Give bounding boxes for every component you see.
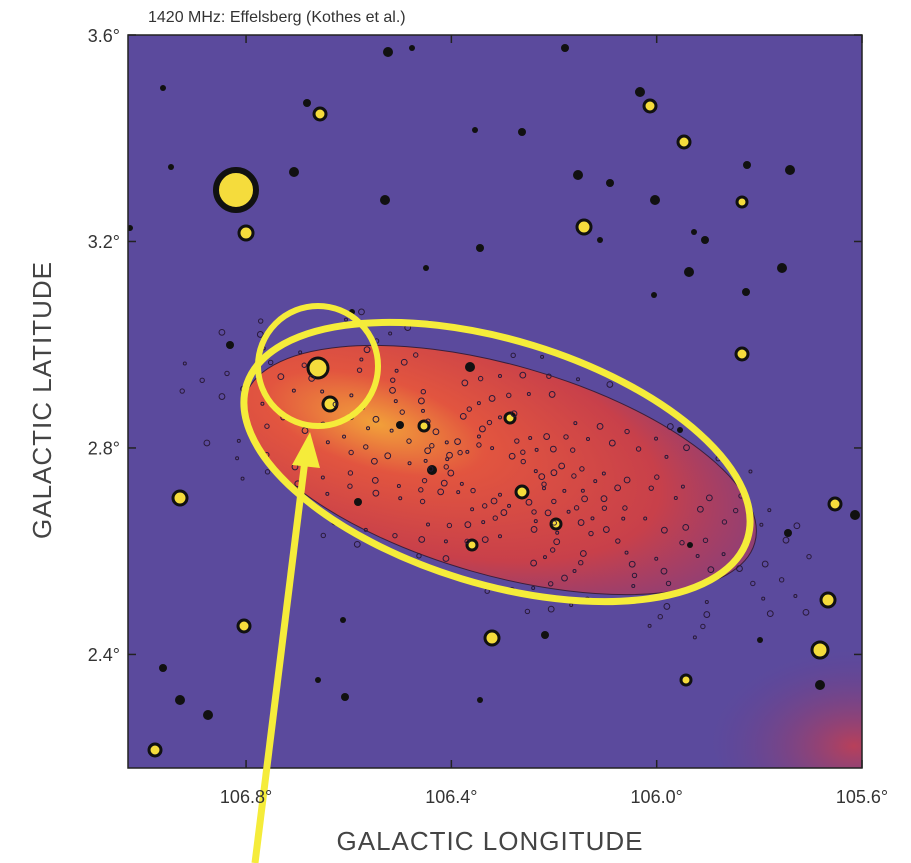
- point-source: [777, 263, 787, 273]
- point-source: [701, 236, 709, 244]
- bright-source: [467, 540, 477, 550]
- bright-source: [678, 136, 690, 148]
- point-source: [687, 542, 693, 548]
- point-source: [341, 693, 349, 701]
- point-source: [635, 87, 645, 97]
- bright-source: [736, 348, 748, 360]
- bright-source: [485, 631, 499, 645]
- bright-source: [239, 226, 253, 240]
- bright-source: [419, 421, 429, 431]
- bright-source: [314, 108, 326, 120]
- y-tick-label: 3.6°: [88, 26, 120, 46]
- point-source: [684, 267, 694, 277]
- point-source: [518, 128, 526, 136]
- point-source: [785, 165, 795, 175]
- point-source: [159, 664, 167, 672]
- point-source: [315, 677, 321, 683]
- figure: 1420 MHz: Effelsberg (Kothes et al.) GAL…: [0, 0, 911, 863]
- y-tick-label: 2.8°: [88, 439, 120, 459]
- point-source: [472, 127, 478, 133]
- bright-source: [644, 100, 656, 112]
- bright-source: [323, 397, 337, 411]
- point-source: [340, 617, 346, 623]
- x-axis-label: GALACTIC LONGITUDE: [337, 826, 644, 856]
- bright-source: [149, 744, 161, 756]
- point-source: [477, 697, 483, 703]
- point-source: [203, 710, 213, 720]
- point-source: [465, 362, 475, 372]
- point-source: [396, 421, 404, 429]
- point-source: [476, 244, 484, 252]
- y-axis-label: GALACTIC LATITUDE: [27, 261, 57, 539]
- bright-source: [516, 486, 528, 498]
- point-source: [175, 695, 185, 705]
- point-source: [226, 341, 234, 349]
- point-source: [784, 529, 792, 537]
- point-source: [354, 498, 362, 506]
- x-tick-label: 106.8°: [220, 787, 272, 807]
- point-source: [677, 427, 683, 433]
- bright-source: [308, 358, 328, 378]
- point-source: [303, 99, 311, 107]
- point-source: [757, 637, 763, 643]
- bright-source: [216, 170, 256, 210]
- bright-source: [173, 491, 187, 505]
- point-source: [160, 85, 166, 91]
- point-source: [289, 167, 299, 177]
- point-source: [743, 161, 751, 169]
- point-source: [168, 164, 174, 170]
- chart-title: 1420 MHz: Effelsberg (Kothes et al.): [148, 9, 406, 26]
- point-source: [573, 170, 583, 180]
- bright-source: [737, 197, 747, 207]
- point-source: [650, 195, 660, 205]
- x-tick-label: 105.6°: [836, 787, 888, 807]
- y-tick-label: 3.2°: [88, 232, 120, 252]
- x-tick-label: 106.4°: [425, 787, 477, 807]
- point-source: [561, 44, 569, 52]
- bright-source: [812, 642, 828, 658]
- point-source: [691, 229, 697, 235]
- bright-source: [577, 220, 591, 234]
- point-source: [423, 265, 429, 271]
- point-source: [597, 237, 603, 243]
- point-source: [742, 288, 750, 296]
- bright-source: [821, 593, 835, 607]
- point-source: [380, 195, 390, 205]
- point-source: [541, 631, 549, 639]
- point-source: [383, 47, 393, 57]
- bright-source: [829, 498, 841, 510]
- point-source: [850, 510, 860, 520]
- point-source: [651, 292, 657, 298]
- point-source: [409, 45, 415, 51]
- bright-source: [238, 620, 250, 632]
- x-tick-label: 106.0°: [631, 787, 683, 807]
- y-tick-label: 2.4°: [88, 645, 120, 665]
- bright-source: [505, 413, 515, 423]
- point-source: [815, 680, 825, 690]
- point-source: [606, 179, 614, 187]
- bright-source: [681, 675, 691, 685]
